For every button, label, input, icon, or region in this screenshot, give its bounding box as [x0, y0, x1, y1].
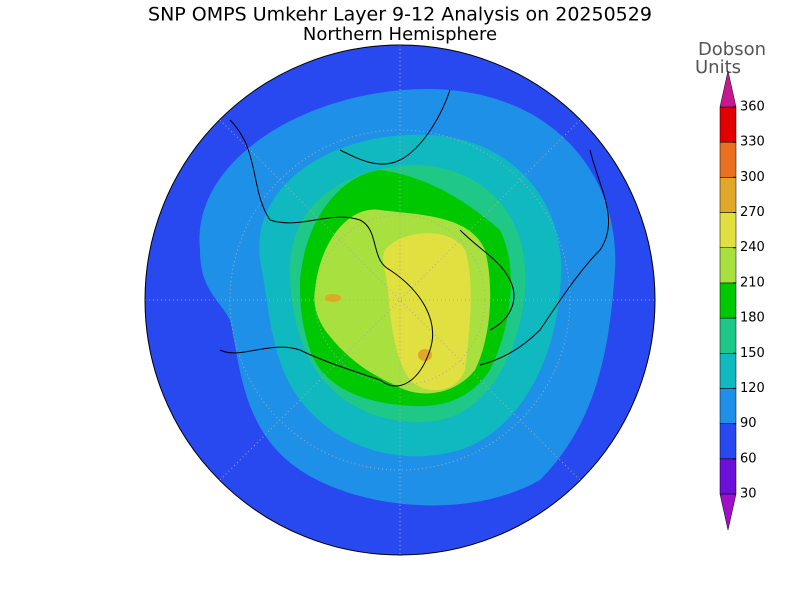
colorbar-segment	[719, 106, 737, 143]
colorbar-tick-label: 30	[740, 487, 757, 502]
colorbar-tick-label: 330	[740, 135, 765, 150]
colorbar-tick-label: 270	[740, 205, 765, 220]
colorbar-segment	[719, 317, 737, 354]
colorbar-tick-label: 90	[740, 416, 757, 431]
contour	[418, 349, 432, 361]
colorbar-tick-label: 360	[740, 100, 765, 115]
colorbar-extend	[719, 493, 737, 531]
colorbar-segment	[719, 212, 737, 248]
contour	[383, 233, 471, 391]
colorbar-tick-label: 180	[740, 311, 765, 326]
colorbar-tick-label: 60	[740, 451, 757, 466]
coastlines	[219, 89, 609, 387]
colorbar-segment	[719, 141, 737, 178]
colorbar: 30 60 90 120 150 180 210 240 270 300 330 360	[719, 70, 765, 531]
contour	[325, 294, 341, 302]
colorbar-tick-label: 240	[740, 240, 765, 255]
subtitle: Northern Hemisphere	[303, 24, 497, 45]
colorbar-tick-label: 150	[740, 346, 765, 361]
colorbar-segment	[719, 388, 737, 424]
colorbar-segment	[719, 177, 737, 213]
graticule	[145, 45, 655, 555]
colorbar-extend	[719, 70, 737, 108]
map	[144, 44, 656, 556]
colorbar-segment	[719, 353, 737, 389]
colorbar-tick-label: 300	[740, 170, 765, 185]
colorbar-tick-label: 120	[740, 381, 765, 396]
colorbar-title: Units	[695, 57, 741, 78]
colorbar-segment	[719, 282, 737, 319]
title: SNP OMPS Umkehr Layer 9-12 Analysis on 2…	[148, 4, 652, 26]
colorbar-tick-label: 210	[740, 275, 765, 290]
map-border	[144, 44, 656, 556]
colorbar-segment	[719, 247, 737, 284]
colorbar-segment	[719, 458, 737, 495]
colorbar-segment	[719, 423, 737, 460]
colorbar-title: Dobson	[698, 39, 766, 60]
